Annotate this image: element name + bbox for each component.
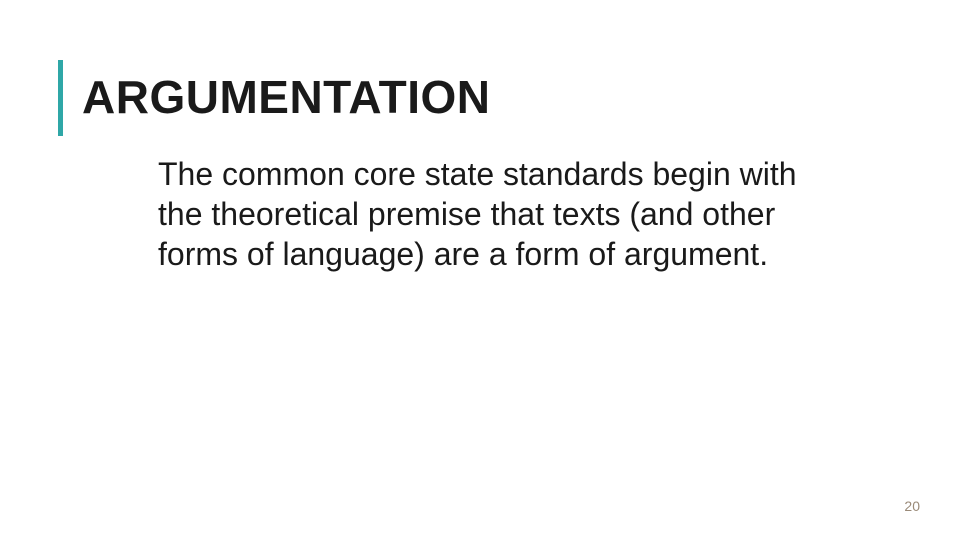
slide-body-text: The common core state standards begin wi… bbox=[158, 154, 798, 274]
slide-title: ARGUMENTATION bbox=[82, 70, 491, 124]
slide: ARGUMENTATION The common core state stan… bbox=[0, 0, 960, 540]
accent-bar bbox=[58, 60, 63, 136]
page-number: 20 bbox=[904, 498, 920, 514]
